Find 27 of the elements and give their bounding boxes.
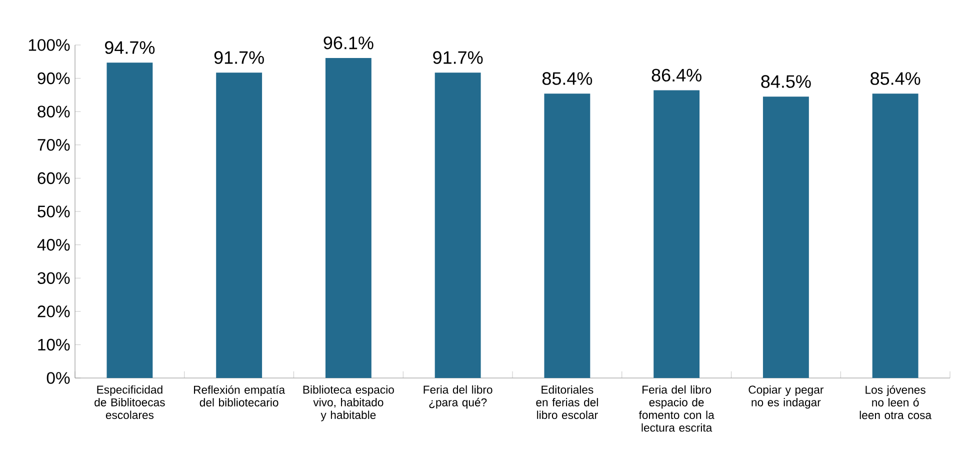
x-tick-label: Copiar y pegar no es indagar <box>748 385 824 409</box>
data-label: 91.7% <box>433 51 483 64</box>
data-label: 86.4% <box>652 68 702 82</box>
x-tick-label: Editoriales en ferias del libro escolar <box>536 385 598 420</box>
x-tick-label: Biblioteca espacio vivo, habitado y habitable <box>303 385 394 422</box>
data-label: 85.4% <box>542 72 592 85</box>
data-label: 91.7% <box>214 51 264 64</box>
data-label: 84.5% <box>761 75 811 88</box>
y-tick-label: 0% <box>46 372 70 384</box>
x-tick-label: Especificidad de Biblitoecas escolares <box>94 385 165 420</box>
y-tick-label: 20% <box>38 306 70 318</box>
x-tick-label: Los jóvenes no leen ó leen otra cosa <box>860 385 932 420</box>
data-label: 85.4% <box>870 72 920 85</box>
y-tick-label: 10% <box>38 338 70 351</box>
y-tick-label: 90% <box>38 72 70 84</box>
y-tick-label: 60% <box>38 172 70 184</box>
y-tick-label: 70% <box>38 139 70 151</box>
y-tick-label: 40% <box>37 238 70 251</box>
y-tick-label: 80% <box>38 106 70 118</box>
y-tick-label: 50% <box>38 206 70 218</box>
y-tick-label: 100% <box>28 39 70 51</box>
y-tick-label: 30% <box>38 272 70 284</box>
data-label: 94.7% <box>105 41 155 54</box>
x-tick-label: Feria del libro ¿para qué? <box>424 385 492 409</box>
data-label: 96.1% <box>324 36 374 50</box>
x-tick-label: Feria del libro espacio de fomento con la lectura escrita <box>638 385 714 432</box>
x-tick-label: Reflexión empatía del bibliotecario <box>194 385 286 406</box>
